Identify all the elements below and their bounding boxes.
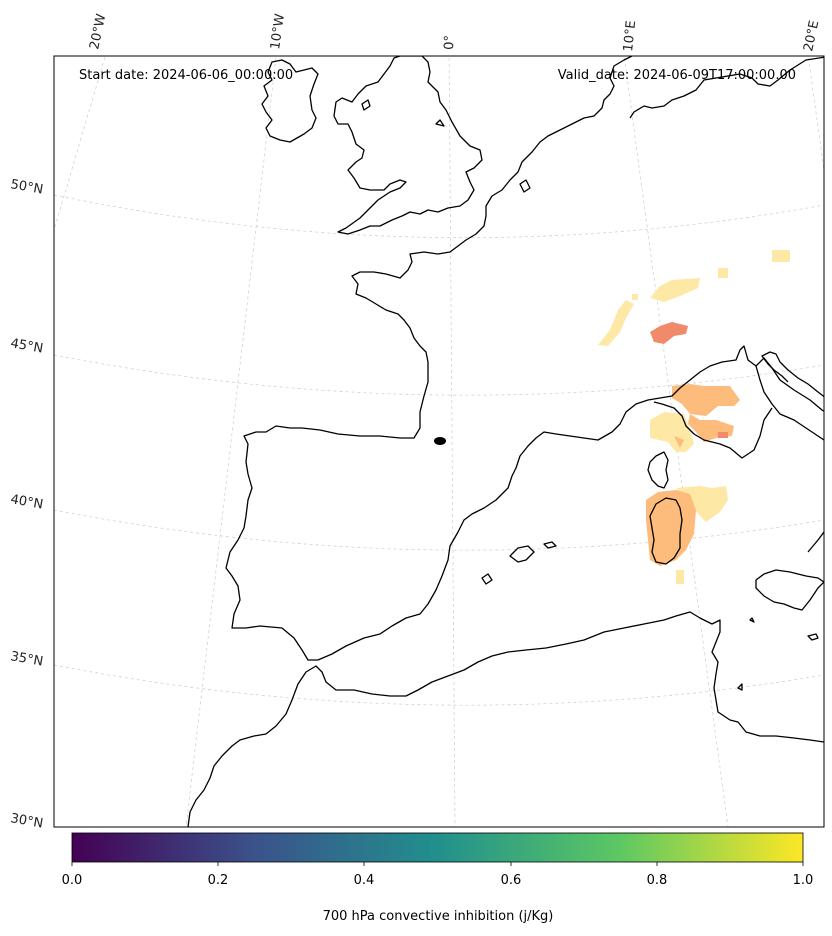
marker-dot	[434, 437, 446, 445]
lat-label-40n: 40°N	[9, 492, 44, 512]
lon-label-20w: 20°W	[87, 12, 109, 50]
map-border	[53, 55, 825, 828]
colorbar: 0.0 0.2 0.4 0.6 0.8 1.0 700 hPa convecti…	[62, 832, 814, 924]
valid-date-label: Valid_date: 2024-06-09T17:00:00.00	[558, 68, 796, 83]
field-medium-areas	[646, 384, 740, 566]
colorbar-label: 700 hPa convective inhibition (j/Kg)	[323, 909, 554, 924]
colorbar-tick-5: 1.0	[793, 873, 814, 888]
start-date-label: Start date: 2024-06-06_00:00:00	[79, 68, 293, 83]
colorbar-gradient	[71, 832, 804, 863]
lat-label-50n: 50°N	[9, 177, 44, 197]
coastlines	[187, 56, 824, 827]
map-panel	[54, 56, 824, 827]
colorbar-tick-4: 0.8	[647, 873, 668, 888]
lon-label-10e: 10°E	[621, 20, 639, 53]
colorbar-tick-1: 0.2	[208, 873, 229, 888]
field-strong-areas	[650, 322, 728, 438]
colorbar-tick-2: 0.4	[354, 873, 375, 888]
colorbar-tick-0: 0.0	[62, 873, 83, 888]
lon-label-0: 0°	[442, 35, 458, 50]
cin-field	[598, 250, 790, 584]
colorbar-ticks	[71, 862, 804, 866]
lat-label-35n: 35°N	[9, 649, 44, 669]
colorbar-tick-3: 0.6	[501, 873, 522, 888]
lon-label-20e: 20°E	[801, 19, 822, 53]
lat-label-30n: 30°N	[9, 811, 44, 831]
lon-label-10w: 10°W	[268, 13, 288, 51]
lat-label-45n: 45°N	[9, 336, 44, 356]
